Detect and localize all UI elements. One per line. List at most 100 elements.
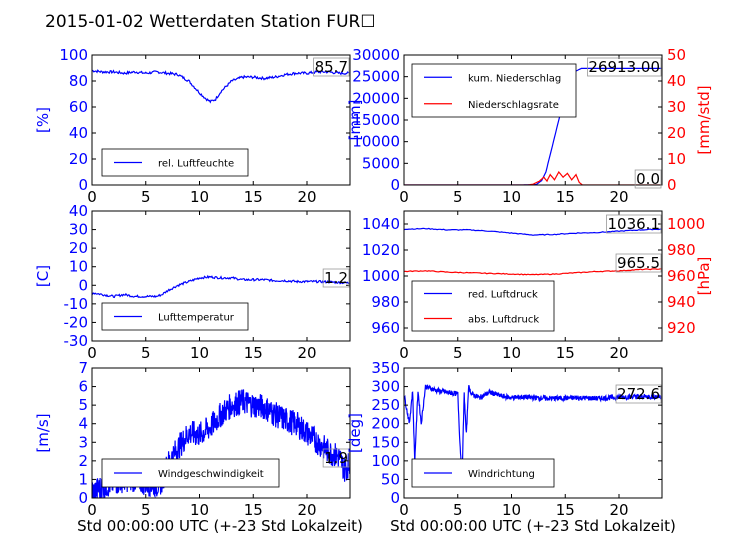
x-tick-label-pressure-20: 20 — [609, 344, 628, 362]
y-tick-label-temperature--20: -20 — [64, 313, 89, 331]
y-tick-label-precipitation-20000: 20000 — [352, 89, 400, 107]
last-value-right-pressure: 965.5 — [617, 254, 660, 272]
y-tick-label-windspeed-3: 3 — [78, 433, 88, 451]
x-tick-label-humidity-15: 15 — [244, 188, 263, 206]
x-tick-label-winddir-5: 5 — [453, 501, 463, 519]
y-tick-label-windspeed-6: 6 — [78, 378, 88, 396]
legend-windspeed: Windgeschwindigkeit — [101, 458, 280, 488]
y-tick-label-temperature-20: 20 — [69, 239, 88, 257]
x-tick-label-precipitation-5: 5 — [453, 188, 463, 206]
y-tick-label-temperature-40: 40 — [69, 202, 88, 220]
y2-tick-label-pressure-940: 940 — [667, 293, 696, 311]
series-line-humidity-0 — [92, 69, 350, 104]
series-line-pressure-0 — [404, 227, 662, 236]
last-value-windspeed-box — [322, 448, 350, 468]
y2-axis-label-pressure: [hPa] — [695, 257, 713, 296]
last-value-windspeed: 1.9 — [324, 449, 348, 467]
x-tick-label-temperature-10: 10 — [190, 344, 209, 362]
y-tick-label-winddir-0: 0 — [390, 489, 400, 507]
y2-tick-label-precipitation-0: 0 — [667, 176, 677, 194]
legend-winddir: Windrichtung — [411, 458, 555, 488]
x-tick-label-humidity-0: 0 — [87, 188, 97, 206]
y-tick-label-temperature-0: 0 — [78, 276, 88, 294]
y-tick-label-temperature-10: 10 — [69, 258, 88, 276]
last-value-precipitation: 26913.00 — [588, 58, 660, 76]
x-tick-label-humidity-10: 10 — [190, 188, 209, 206]
y2-tick-label-pressure-960: 960 — [667, 267, 696, 285]
series-line-precipitation-1 — [404, 170, 662, 185]
x-tick-label-humidity-5: 5 — [141, 188, 151, 206]
legend-pressure: red. Luftdruck abs. Luftdruck — [411, 280, 555, 332]
y2-tick-label-pressure-980: 980 — [667, 241, 696, 259]
y-tick-label-winddir-350: 350 — [371, 359, 400, 377]
y-tick-label-pressure-1000: 1000 — [362, 267, 400, 285]
y-tick-label-pressure-980: 980 — [371, 293, 400, 311]
legend-label-humidity-0: rel. Luftfeuchte — [158, 159, 234, 170]
y-tick-label-winddir-250: 250 — [371, 396, 400, 414]
x-tick-label-temperature-20: 20 — [297, 344, 316, 362]
y2-axis-label-precipitation: [mm/std] — [695, 85, 713, 154]
x-tick-label-windspeed-10: 10 — [190, 501, 209, 519]
x-tick-label-precipitation-20: 20 — [609, 188, 628, 206]
y2-tick-label-pressure-1000: 1000 — [667, 215, 705, 233]
x-tick-label-precipitation-0: 0 — [399, 188, 409, 206]
panel-humidity: 0 5 10 15 20 0 20 40 60 80 100 [%] 85.7 rel. Luftfeuc… — [34, 46, 351, 206]
y-tick-label-precipitation-10000: 10000 — [352, 133, 400, 151]
y2-tick-label-precipitation-10: 10 — [667, 150, 686, 168]
last-value-temperature-box — [322, 268, 350, 288]
legend-label-temperature-0: Lufttemperatur — [158, 313, 235, 324]
last-value-pressure: 1036.1 — [608, 215, 661, 233]
last-value-humidity-box — [313, 57, 350, 77]
y-tick-label-temperature-30: 30 — [69, 221, 88, 239]
y-tick-label-precipitation-0: 0 — [390, 176, 400, 194]
y-tick-label-humidity-100: 100 — [59, 46, 88, 64]
y-axis-label-temperature: [C] — [34, 265, 52, 287]
legend-box-precipitation — [411, 63, 577, 118]
legend-label-pressure-0: red. Luftdruck — [468, 290, 538, 301]
y2-tick-label-precipitation-20: 20 — [667, 124, 686, 142]
y-tick-label-humidity-80: 80 — [69, 72, 88, 90]
y-tick-label-humidity-40: 40 — [69, 124, 88, 142]
x-tick-label-winddir-15: 15 — [556, 501, 575, 519]
panel-winddir: 0 5 10 15 20050100150200250300350[deg]272.6W… — [346, 359, 663, 519]
y-tick-label-windspeed-1: 1 — [78, 470, 88, 488]
x-tick-label-precipitation-10: 10 — [502, 188, 521, 206]
figure-title: 2015-01-02 Wetterdaten Station FUR☐ — [45, 12, 376, 32]
x-tick-label-windspeed-15: 15 — [244, 501, 263, 519]
y-tick-label-windspeed-2: 2 — [78, 452, 88, 470]
legend-label-pressure-1: abs. Luftdruck — [468, 315, 539, 326]
y-tick-label-humidity-0: 0 — [78, 176, 88, 194]
x-tick-label-precipitation-15: 15 — [556, 188, 575, 206]
x-tick-label-pressure-10: 10 — [502, 344, 521, 362]
y2-tick-label-precipitation-50: 50 — [667, 46, 686, 64]
x-tick-label-windspeed-0: 0 — [87, 501, 97, 519]
y-tick-label-winddir-100: 100 — [371, 452, 400, 470]
y-tick-label-winddir-150: 150 — [371, 433, 400, 451]
x-tick-label-winddir-20: 20 — [609, 501, 628, 519]
x-tick-label-temperature-0: 0 — [87, 344, 97, 362]
last-value-right-pressure-box — [615, 253, 662, 273]
y-tick-label-humidity-60: 60 — [69, 98, 88, 116]
last-value-winddir: 272.6 — [617, 385, 660, 403]
series-line-winddir-0 — [404, 384, 662, 474]
y-tick-label-pressure-960: 960 — [371, 319, 400, 337]
y-tick-label-temperature--10: -10 — [64, 295, 89, 313]
panel-windspeed: 0 5 10 15 2001234567[m/s]1.9Windgeschwindigk… — [34, 359, 351, 519]
legend-precipitation: kum. Niederschlag Niederschlagsrate — [411, 63, 577, 118]
legend-temperature: Lufttemperatur — [101, 302, 249, 331]
legend-label-winddir-0: Windrichtung — [468, 469, 535, 480]
y-tick-label-winddir-300: 300 — [371, 378, 400, 396]
y-axis-label-humidity: [%] — [34, 107, 52, 133]
y-tick-label-humidity-20: 20 — [69, 150, 88, 168]
last-value-temperature: 1.2 — [324, 269, 348, 287]
y-axis-label-precipitation: [mm] — [346, 100, 364, 141]
legend-label-windspeed-0: Windgeschwindigkeit — [158, 469, 264, 480]
x-tick-label-temperature-15: 15 — [244, 344, 263, 362]
y-axis-label-windspeed: [m/s] — [34, 413, 52, 452]
y-tick-label-pressure-1040: 1040 — [362, 215, 400, 233]
x-tick-label-pressure-15: 15 — [556, 344, 575, 362]
frame-windspeed — [91, 367, 351, 499]
last-value-pressure-box — [606, 214, 662, 234]
